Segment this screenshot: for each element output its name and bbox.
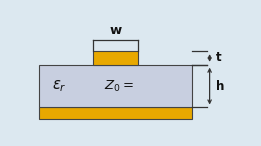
Text: $Z_0 =$: $Z_0 =$ [104, 79, 134, 94]
Bar [93, 51, 138, 65]
Text: w: w [109, 24, 122, 37]
Text: t: t [216, 52, 221, 65]
Bar [39, 65, 192, 107]
Text: h: h [216, 80, 224, 93]
Bar [39, 107, 192, 119]
Text: $\varepsilon_r$: $\varepsilon_r$ [52, 78, 66, 94]
